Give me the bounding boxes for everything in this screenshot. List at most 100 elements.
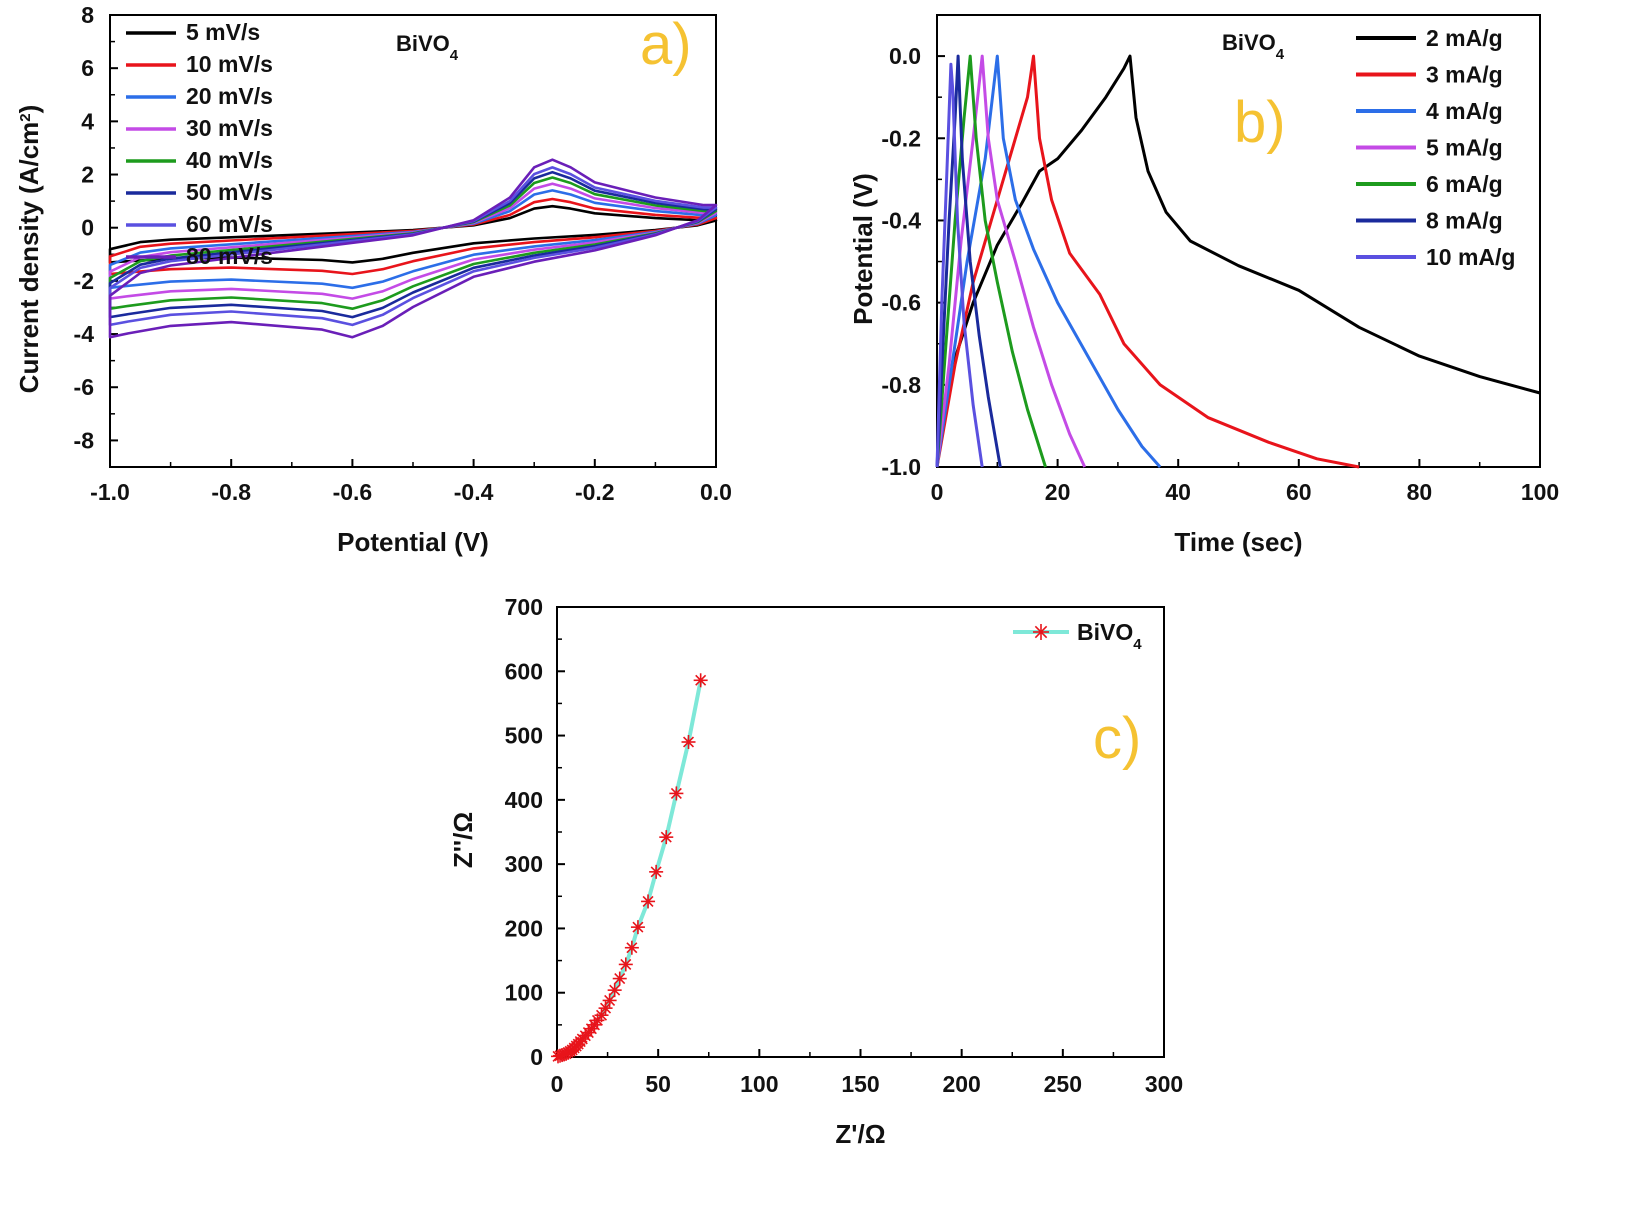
legend-label: 5 mA/g xyxy=(1426,135,1503,161)
legend-label: 60 mV/s xyxy=(186,211,273,237)
x-tick-label: 40 xyxy=(1165,479,1191,505)
y-tick-label: 2 xyxy=(81,162,94,188)
y-axis-label: Potential (V) xyxy=(848,173,878,325)
gcd-curve xyxy=(935,54,1002,468)
legend-label: 40 mV/s xyxy=(186,147,273,173)
panel-a: -1.0 -0.8 -0.6 -0.4 -0.2 0.0 -8 -6 -4 -2 0 2 4 6 8 Pote… xyxy=(14,2,732,557)
legend-label: 80 mV/s xyxy=(186,243,273,269)
x-tick-label: 50 xyxy=(645,1071,671,1097)
marker-stroke xyxy=(683,736,695,748)
x-tick-label: 20 xyxy=(1045,479,1071,505)
data-point xyxy=(659,830,674,845)
data-point xyxy=(624,940,639,955)
gcd-curve xyxy=(935,54,1360,469)
x-tick-label: 0.0 xyxy=(700,479,732,505)
y-tick-label: -0.2 xyxy=(881,125,921,151)
marker-stroke xyxy=(604,994,616,1006)
x-tick-label: 0 xyxy=(551,1071,564,1097)
legend-label: 50 mV/s xyxy=(186,179,273,205)
x-axis-label: Potential (V) xyxy=(337,527,489,557)
y-axis-label: Current density (A/cm2) xyxy=(14,105,44,394)
x-tick-label: 60 xyxy=(1286,479,1312,505)
y-tick-label: 8 xyxy=(81,2,94,28)
data-point xyxy=(630,920,645,935)
y-tick-label: -2 xyxy=(74,268,94,294)
y-tick-label: 400 xyxy=(505,787,543,813)
x-tick-label: 100 xyxy=(1521,479,1559,505)
data-point xyxy=(607,983,622,998)
x-tick-label: 150 xyxy=(841,1071,879,1097)
material-label: BiVO4 xyxy=(396,31,459,64)
x-tick-label: -0.4 xyxy=(454,479,494,505)
x-tick-label: 300 xyxy=(1145,1071,1183,1097)
x-tick-label: -0.8 xyxy=(211,479,251,505)
x-tick-label: 80 xyxy=(1407,479,1433,505)
legend-label: 2 mA/g xyxy=(1426,25,1503,51)
legend-label: 30 mV/s xyxy=(186,115,273,141)
legend-label: 10 mA/g xyxy=(1426,244,1515,270)
y-tick-label: 0 xyxy=(530,1044,543,1070)
marker-stroke xyxy=(670,787,682,799)
legend-marker xyxy=(1033,624,1049,640)
y-tick-label: -0.4 xyxy=(881,207,921,233)
legend-label: BiVO4 xyxy=(1077,619,1142,653)
x-tick-label: 200 xyxy=(942,1071,980,1097)
legend-label: 20 mV/s xyxy=(186,83,273,109)
data-point xyxy=(649,864,664,879)
y-tick-label: 700 xyxy=(505,594,543,620)
marker-stroke xyxy=(614,973,626,985)
cv-curve xyxy=(108,158,718,339)
y-tick-label: -6 xyxy=(74,374,94,400)
y-tick-label: -4 xyxy=(74,321,95,347)
x-axis-label: Time (sec) xyxy=(1174,527,1302,557)
y-tick-label: -8 xyxy=(74,427,95,453)
x-tick-label: 0 xyxy=(931,479,944,505)
data-point xyxy=(681,735,696,749)
marker-stroke xyxy=(695,674,707,686)
legend-label: 5 mV/s xyxy=(186,19,260,45)
y-tick-label: -1.0 xyxy=(881,454,921,480)
marker-stroke xyxy=(650,866,662,878)
data-point xyxy=(693,673,708,688)
marker-stroke xyxy=(660,831,672,843)
nyquist-line xyxy=(557,679,703,1059)
marker-stroke xyxy=(1034,625,1048,639)
data-point xyxy=(641,894,656,909)
y-tick-label: 500 xyxy=(505,723,543,749)
gcd-curve xyxy=(935,54,1162,468)
data-point xyxy=(669,786,684,801)
y-tick-label: 600 xyxy=(505,658,543,684)
panel-b: 0 20 40 60 80 100 0.0 -0.2 -0.4 -0.6 -0.8 -1.0 Time … xyxy=(848,14,1559,557)
data-point xyxy=(612,971,627,986)
y-axis-label: Z''/Ω xyxy=(448,812,478,868)
x-tick-label: 100 xyxy=(740,1071,778,1097)
panel-tag: b) xyxy=(1234,90,1286,155)
legend-label: 10 mV/s xyxy=(186,51,273,77)
legend-label: 6 mA/g xyxy=(1426,171,1503,197)
marker-stroke xyxy=(632,921,644,933)
data-point xyxy=(598,1001,613,1016)
marker-stroke xyxy=(626,942,638,954)
x-tick-label: -1.0 xyxy=(90,479,130,505)
y-tick-label: -0.8 xyxy=(881,372,921,398)
legend-label: 8 mA/g xyxy=(1426,208,1503,234)
panel-tag: a) xyxy=(640,12,692,77)
cv-curve xyxy=(108,166,718,327)
legend-label: 4 mA/g xyxy=(1426,98,1503,124)
y-tick-label: 6 xyxy=(81,55,94,81)
x-tick-label: -0.6 xyxy=(333,479,373,505)
data-point xyxy=(602,993,617,1008)
panel-tag: c) xyxy=(1093,706,1141,771)
y-tick-label: 300 xyxy=(505,851,543,877)
y-tick-label: 0 xyxy=(81,215,94,241)
x-axis-label: Z'/Ω xyxy=(835,1119,885,1149)
y-tick-label: 100 xyxy=(505,980,543,1006)
data-point xyxy=(618,957,633,972)
material-label: BiVO4 xyxy=(1222,30,1285,63)
marker-stroke xyxy=(609,984,621,996)
x-tick-label: 250 xyxy=(1044,1071,1082,1097)
legend-label: 3 mA/g xyxy=(1426,62,1503,88)
marker-stroke xyxy=(620,958,632,970)
gcd-curve xyxy=(935,62,984,468)
